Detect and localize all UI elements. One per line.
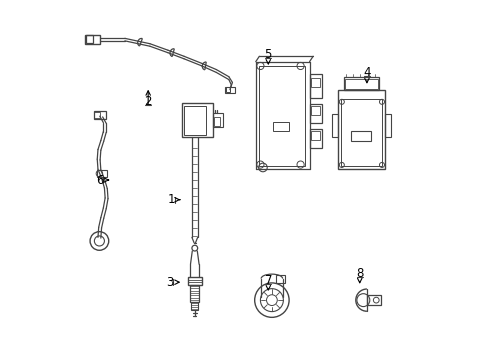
Bar bbox=[311, 78, 320, 87]
Text: 5: 5 bbox=[265, 48, 272, 61]
Bar bbox=[214, 117, 220, 126]
Bar bbox=[344, 78, 378, 89]
Bar bbox=[225, 87, 235, 93]
Text: 2: 2 bbox=[145, 95, 152, 108]
Text: 3: 3 bbox=[166, 276, 173, 289]
Bar bbox=[367, 295, 381, 305]
Text: 1: 1 bbox=[168, 193, 175, 206]
Bar bbox=[311, 107, 320, 116]
Text: 6: 6 bbox=[96, 174, 103, 186]
Bar bbox=[213, 113, 223, 127]
Bar bbox=[95, 112, 100, 118]
Bar bbox=[311, 131, 320, 140]
Bar bbox=[385, 114, 392, 137]
Bar bbox=[188, 277, 202, 285]
Bar bbox=[86, 36, 93, 43]
Bar bbox=[191, 302, 198, 310]
Bar bbox=[341, 99, 382, 166]
Bar bbox=[190, 285, 199, 302]
Bar bbox=[343, 77, 379, 90]
Bar bbox=[276, 275, 285, 283]
Text: 4: 4 bbox=[363, 66, 370, 79]
Bar bbox=[310, 104, 322, 123]
Bar bbox=[226, 87, 230, 93]
Bar bbox=[184, 107, 205, 135]
Bar bbox=[338, 90, 385, 169]
Bar bbox=[351, 131, 370, 140]
Bar bbox=[182, 103, 213, 137]
Text: 8: 8 bbox=[356, 267, 364, 280]
Bar bbox=[94, 111, 106, 119]
Bar bbox=[273, 122, 289, 131]
Text: 7: 7 bbox=[265, 274, 272, 287]
Bar bbox=[259, 66, 305, 166]
Bar bbox=[310, 129, 322, 148]
Bar bbox=[310, 74, 322, 98]
Bar bbox=[85, 35, 100, 44]
Bar bbox=[332, 114, 338, 137]
Bar bbox=[97, 170, 107, 177]
